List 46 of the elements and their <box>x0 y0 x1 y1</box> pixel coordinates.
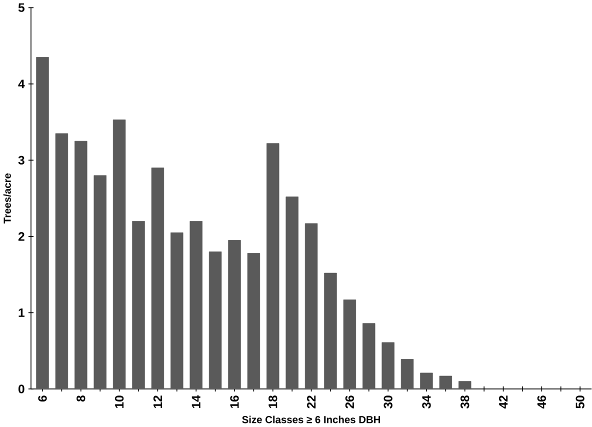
y-tick-label: 4 <box>18 80 25 88</box>
x-tick-label: 34 <box>422 395 431 409</box>
bar <box>228 240 241 390</box>
x-tick-label: 12 <box>153 396 162 408</box>
bar <box>247 253 260 390</box>
bar <box>362 323 376 390</box>
bar <box>55 133 68 390</box>
x-axis-title: Size Classes ≥ 6 Inches DBH <box>242 416 380 424</box>
bar <box>382 342 394 390</box>
x-tick-label: 16 <box>230 396 239 408</box>
x-tick-label: 46 <box>537 396 546 409</box>
x-tick-label: 30 <box>384 396 392 409</box>
bar <box>151 168 164 390</box>
y-tick-label: 5 <box>18 4 24 12</box>
y-axis-title: Trees/acre <box>3 174 12 224</box>
bar <box>170 232 184 390</box>
y-tick-label: 2 <box>18 232 24 241</box>
y-tick-label: 3 <box>18 156 24 165</box>
x-tick-label: 26 <box>345 396 354 408</box>
bar <box>304 223 318 390</box>
x-tick-label: 18 <box>268 396 278 408</box>
x-tick-label: 6 <box>38 396 47 402</box>
bar <box>208 252 222 390</box>
bar <box>420 372 433 390</box>
bar <box>458 381 472 390</box>
bar <box>74 141 88 390</box>
bar <box>94 175 106 390</box>
y-tick-label: 1 <box>18 308 24 318</box>
bar <box>343 300 356 390</box>
x-tick-label: 14 <box>192 395 200 408</box>
x-tick-label: 10 <box>114 396 124 408</box>
x-tick-label: 50 <box>576 396 584 409</box>
x-tick-label: 42 <box>499 396 508 409</box>
x-tick-label: 38 <box>460 396 470 409</box>
y-tick-label: 0 <box>18 384 24 394</box>
bar <box>36 57 49 390</box>
bar <box>266 143 280 390</box>
bar <box>324 273 337 390</box>
bar <box>286 196 298 390</box>
bar <box>112 120 126 390</box>
bar <box>132 221 145 390</box>
x-tick-label: 22 <box>307 396 316 408</box>
bar <box>400 359 414 390</box>
x-tick-label: 8 <box>76 396 86 402</box>
bar <box>439 376 452 390</box>
bar <box>190 221 202 390</box>
